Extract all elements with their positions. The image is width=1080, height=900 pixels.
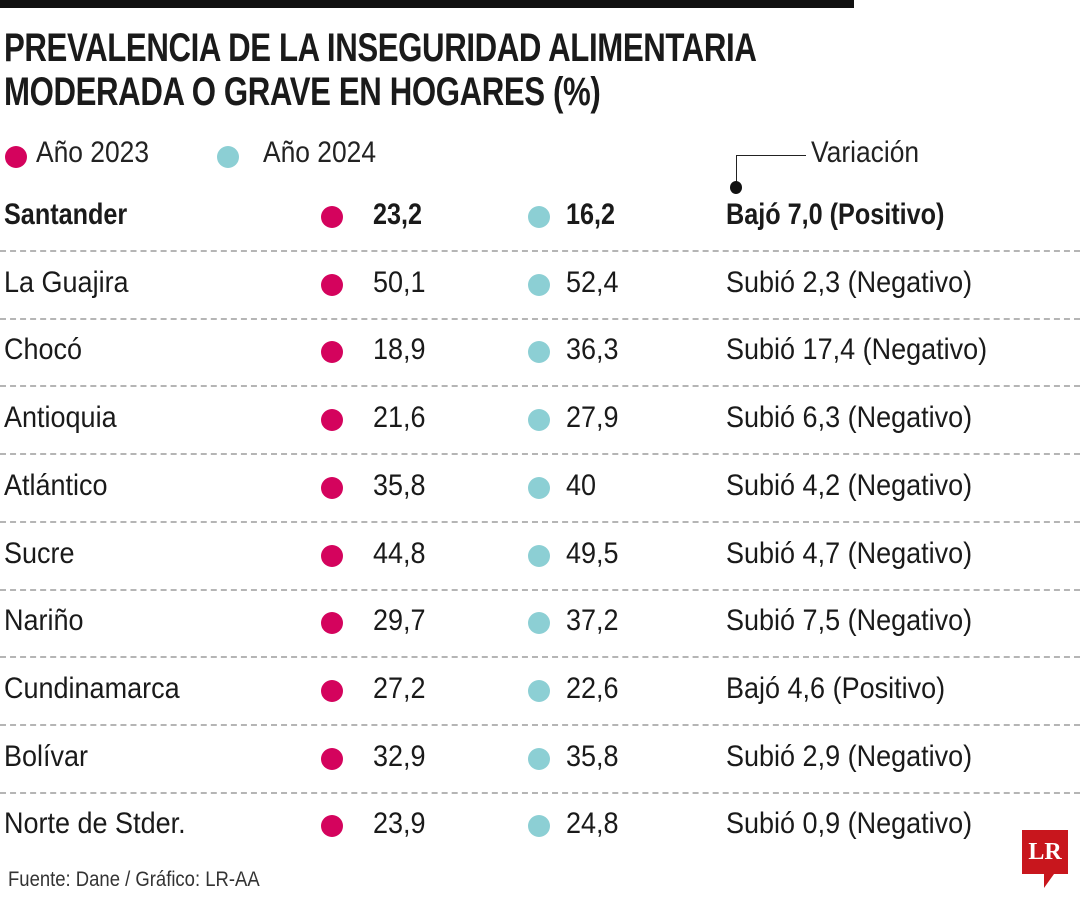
value-2024: 27,9 (566, 401, 619, 435)
variation: Subió 2,9 (Negativo) (726, 739, 973, 773)
row-name: Norte de Stder. (4, 807, 186, 841)
title-line-2: MODERADA O GRAVE EN HOGARES (%) (4, 70, 601, 114)
value-2024: 52,4 (566, 265, 619, 299)
legend-dot-2024 (217, 146, 239, 168)
variation-leader-dot (730, 181, 742, 194)
value-2023: 44,8 (373, 536, 426, 570)
variation: Subió 4,2 (Negativo) (726, 468, 973, 502)
dot-2024 (528, 476, 550, 499)
variation: Subió 0,9 (Negativo) (726, 807, 973, 841)
dot-2023 (321, 544, 343, 567)
legend-dot-2023 (5, 146, 27, 168)
table-row: Antioquia 21,6 27,9 Subió 6,3 (Negativo) (0, 386, 1080, 454)
chart-title: PREVALENCIA DE LA INSEGURIDAD ALIMENTARI… (4, 26, 757, 114)
row-name: Nariño (4, 604, 84, 638)
source-note: Fuente: Dane / Gráfico: LR-AA (8, 868, 260, 891)
variation: Subió 17,4 (Negativo) (726, 333, 988, 367)
table-row: La Guajira 50,1 52,4 Subió 2,3 (Negativo) (0, 251, 1080, 319)
value-2023: 29,7 (373, 604, 426, 638)
dot-2024 (528, 273, 550, 296)
variation: Subió 2,3 (Negativo) (726, 265, 973, 299)
row-divider (0, 317, 1080, 320)
table-row: Nariño 29,7 37,2 Subió 7,5 (Negativo) (0, 589, 1080, 657)
row-divider (0, 250, 1080, 252)
row-divider (0, 385, 1080, 388)
table-row: Cundinamarca 27,2 22,6 Bajó 4,6 (Positivo) (0, 657, 1080, 725)
value-2024: 36,3 (566, 333, 619, 367)
dot-2023 (321, 476, 343, 499)
dot-2024 (528, 206, 550, 228)
legend-label-variation: Variación (811, 136, 920, 169)
variation: Subió 7,5 (Negativo) (726, 604, 973, 638)
row-name: La Guajira (4, 265, 129, 299)
dot-2024 (528, 815, 550, 838)
legend-label-2024: Año 2024 (263, 136, 377, 169)
value-2024: 35,8 (566, 739, 619, 773)
dot-2023 (321, 206, 343, 228)
value-2023: 32,9 (373, 739, 426, 773)
dot-2023 (321, 612, 343, 635)
variation: Subió 6,3 (Negativo) (726, 401, 973, 435)
table-row: Atlántico 35,8 40 Subió 4,2 (Negativo) (0, 454, 1080, 522)
value-2024: 16,2 (566, 198, 616, 231)
variation: Bajó 4,6 (Positivo) (726, 671, 946, 705)
dot-2023 (321, 273, 343, 296)
variation-leader-v (736, 155, 737, 185)
value-2023: 18,9 (373, 333, 426, 367)
row-divider (0, 723, 1080, 726)
table-row: Santander 23,2 16,2 Bajó 7,0 (Positivo) (0, 183, 1080, 251)
dot-2023 (321, 341, 343, 364)
dot-2023 (321, 815, 343, 838)
value-2023: 50,1 (373, 265, 426, 299)
table-row: Chocó 18,9 36,3 Subió 17,4 (Negativo) (0, 318, 1080, 386)
title-line-1: PREVALENCIA DE LA INSEGURIDAD ALIMENTARI… (4, 26, 757, 70)
row-name: Antioquia (4, 401, 117, 435)
value-2024: 24,8 (566, 807, 619, 841)
row-divider (0, 656, 1080, 659)
value-2024: 22,6 (566, 671, 619, 705)
dot-2023 (321, 679, 343, 702)
dot-2023 (321, 747, 343, 770)
row-name: Bolívar (4, 739, 89, 773)
table-row: Bolívar 32,9 35,8 Subió 2,9 (Negativo) (0, 725, 1080, 793)
row-name: Santander (4, 198, 128, 231)
row-divider (0, 588, 1080, 591)
variation-leader-h (736, 155, 806, 156)
dot-2024 (528, 747, 550, 770)
value-2024: 40 (566, 468, 597, 502)
value-2023: 23,2 (373, 198, 423, 231)
lr-logo-tail (1044, 874, 1054, 888)
table-row: Norte de Stder. 23,9 24,8 Subió 0,9 (Negati… (0, 792, 1080, 860)
value-2023: 21,6 (373, 401, 426, 435)
row-name: Sucre (4, 536, 75, 570)
row-name: Cundinamarca (4, 671, 180, 705)
row-divider (0, 791, 1080, 794)
dot-2024 (528, 612, 550, 635)
legend-label-2023: Año 2023 (36, 136, 150, 169)
value-2024: 49,5 (566, 536, 619, 570)
value-2023: 35,8 (373, 468, 426, 502)
value-2023: 23,9 (373, 807, 426, 841)
dot-2024 (528, 679, 550, 702)
row-divider (0, 520, 1080, 523)
row-divider (0, 453, 1080, 456)
dot-2024 (528, 544, 550, 567)
dot-2023 (321, 409, 343, 432)
dot-2024 (528, 409, 550, 432)
table-row: Sucre 44,8 49,5 Subió 4,7 (Negativo) (0, 522, 1080, 590)
value-2024: 37,2 (566, 604, 619, 638)
top-rule (0, 0, 854, 8)
lr-logo: LR (1022, 830, 1068, 874)
dot-2024 (528, 341, 550, 364)
row-name: Chocó (4, 333, 83, 367)
row-name: Atlántico (4, 468, 108, 502)
variation: Bajó 7,0 (Positivo) (726, 198, 945, 231)
value-2023: 27,2 (373, 671, 426, 705)
variation: Subió 4,7 (Negativo) (726, 536, 973, 570)
